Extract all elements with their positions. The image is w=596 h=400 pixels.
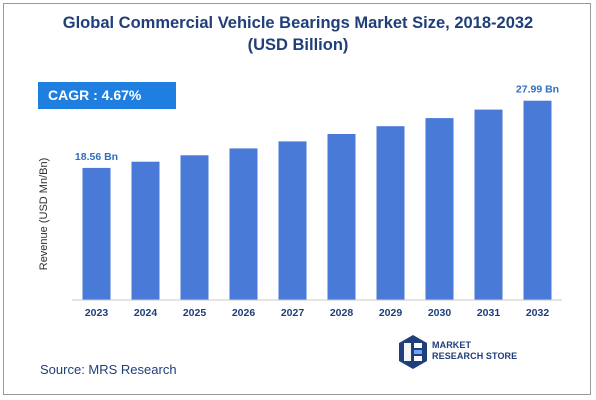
data-label-2023: 18.56 Bn bbox=[75, 151, 118, 163]
logo-line-2: RESEARCH STORE bbox=[432, 351, 518, 361]
title-line-1: Global Commercial Vehicle Bearings Marke… bbox=[62, 14, 534, 32]
title-line-2: (USD Billion) bbox=[247, 36, 349, 54]
logo-text: MARKET RESEARCH STORE bbox=[432, 340, 517, 362]
bar-2024 bbox=[131, 161, 160, 300]
x-tick-2026: 2026 bbox=[232, 307, 256, 319]
x-tick-labels: 2023 2024 2025 2026 2027 2028 2029 2030 2031 2032 bbox=[85, 307, 550, 319]
cagr-badge: CAGR : 4.67% bbox=[38, 82, 176, 109]
x-tick-2028: 2028 bbox=[330, 307, 354, 319]
data-label-2032: 27.99 Bn bbox=[516, 84, 559, 96]
bars-group bbox=[82, 100, 552, 300]
bar-2023 bbox=[82, 167, 111, 300]
bar-2028 bbox=[327, 134, 356, 300]
x-tick-2027: 2027 bbox=[281, 307, 305, 319]
bar-2026 bbox=[229, 148, 258, 300]
logo-line-1: MARKET bbox=[432, 340, 472, 350]
x-tick-2025: 2025 bbox=[183, 307, 207, 319]
bar-2032 bbox=[523, 100, 552, 300]
bar-2029 bbox=[376, 126, 405, 300]
bar-2027 bbox=[278, 141, 307, 300]
x-tick-2032: 2032 bbox=[526, 307, 550, 319]
x-tick-2031: 2031 bbox=[477, 307, 501, 319]
bar-2025 bbox=[180, 155, 209, 300]
data-labels: 18.56 Bn 27.99 Bn bbox=[75, 84, 559, 163]
bar-2031 bbox=[474, 109, 503, 300]
x-tick-2030: 2030 bbox=[428, 307, 452, 319]
source-note: Source: MRS Research bbox=[40, 362, 177, 377]
mrs-logo-icon bbox=[399, 335, 427, 369]
x-tick-2023: 2023 bbox=[85, 307, 109, 319]
brand-logo: MARKET RESEARCH STORE bbox=[398, 334, 558, 374]
chart-title: Global Commercial Vehicle Bearings Marke… bbox=[0, 12, 596, 56]
x-tick-2029: 2029 bbox=[379, 307, 403, 319]
bar-2030 bbox=[425, 118, 454, 300]
x-tick-2024: 2024 bbox=[134, 307, 158, 319]
